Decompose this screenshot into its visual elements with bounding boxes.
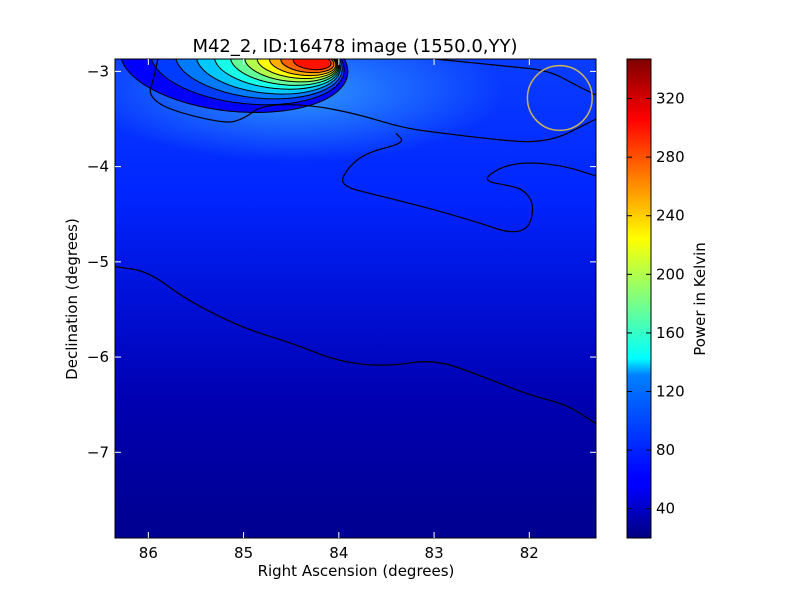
- contour-level-200: [244, 59, 339, 83]
- contour-level-175: [229, 59, 340, 86]
- y-tick-label: −4: [87, 158, 109, 176]
- colorbar-tick-label: 120: [656, 383, 685, 401]
- y-axis-ticks: −3 −4 −5 −6 −7: [87, 62, 596, 461]
- y-axis-label: Declination (degrees): [63, 218, 81, 380]
- x-tick-label: 86: [139, 544, 158, 562]
- colorbar-ticks: 40 80 120 160 200 240 280 320: [627, 90, 685, 518]
- lobe-fill-300: [293, 59, 332, 70]
- colorbar-gradient: [626, 58, 652, 539]
- x-tick-label: 82: [520, 544, 539, 562]
- x-axis-ticks: 86 85 84 83 82: [139, 59, 539, 562]
- contour-level-300: [292, 59, 332, 71]
- colorbar-tick-label: 320: [656, 90, 685, 108]
- x-tick-label: 83: [425, 544, 444, 562]
- marker-circle: [526, 64, 593, 132]
- contour-level-125: [195, 59, 341, 95]
- y-tick-label: −7: [87, 443, 109, 461]
- colorbar-tick-label: 240: [656, 207, 685, 225]
- contour-path-3: [342, 132, 596, 233]
- title-text: M42_2, ID:16478 image (1550.0,YY): [192, 36, 517, 57]
- plot-frame: [114, 58, 597, 539]
- x-tick-label: 85: [234, 544, 253, 562]
- colorbar-tick-label: 200: [656, 265, 685, 283]
- y-tick-label: −3: [87, 62, 109, 80]
- contour-path-1: [115, 266, 596, 425]
- contour-level-80: [150, 59, 345, 106]
- contour-level-100: [174, 59, 343, 100]
- contour-path-4: [434, 59, 596, 96]
- contour-level-150: [213, 59, 341, 90]
- contour-level-60: [119, 59, 349, 114]
- colorbar-tick-label: 160: [656, 324, 685, 342]
- plot-area: [115, 59, 596, 538]
- colorbar: 40 80 120 160 200 240 280 320 Power in Kelvin: [626, 58, 709, 539]
- contour-level-250: [268, 59, 337, 77]
- y-tick-label: −6: [87, 348, 109, 366]
- colorbar-tick-label: 280: [656, 148, 685, 166]
- contour-path-2: [149, 59, 596, 143]
- x-tick-label: 84: [329, 544, 348, 562]
- contour-lines: [115, 59, 596, 425]
- contour-level-225: [256, 59, 338, 79]
- chart-title: M42_2, ID:16478 image (1550.0,YY): [192, 36, 517, 57]
- colorbar-tick-label: 80: [656, 441, 675, 459]
- colorbar-label: Power in Kelvin: [691, 242, 709, 356]
- y-tick-label: −5: [87, 253, 109, 271]
- colorbar-tick-label: 40: [656, 500, 675, 518]
- x-axis-label: Right Ascension (degrees): [258, 562, 455, 580]
